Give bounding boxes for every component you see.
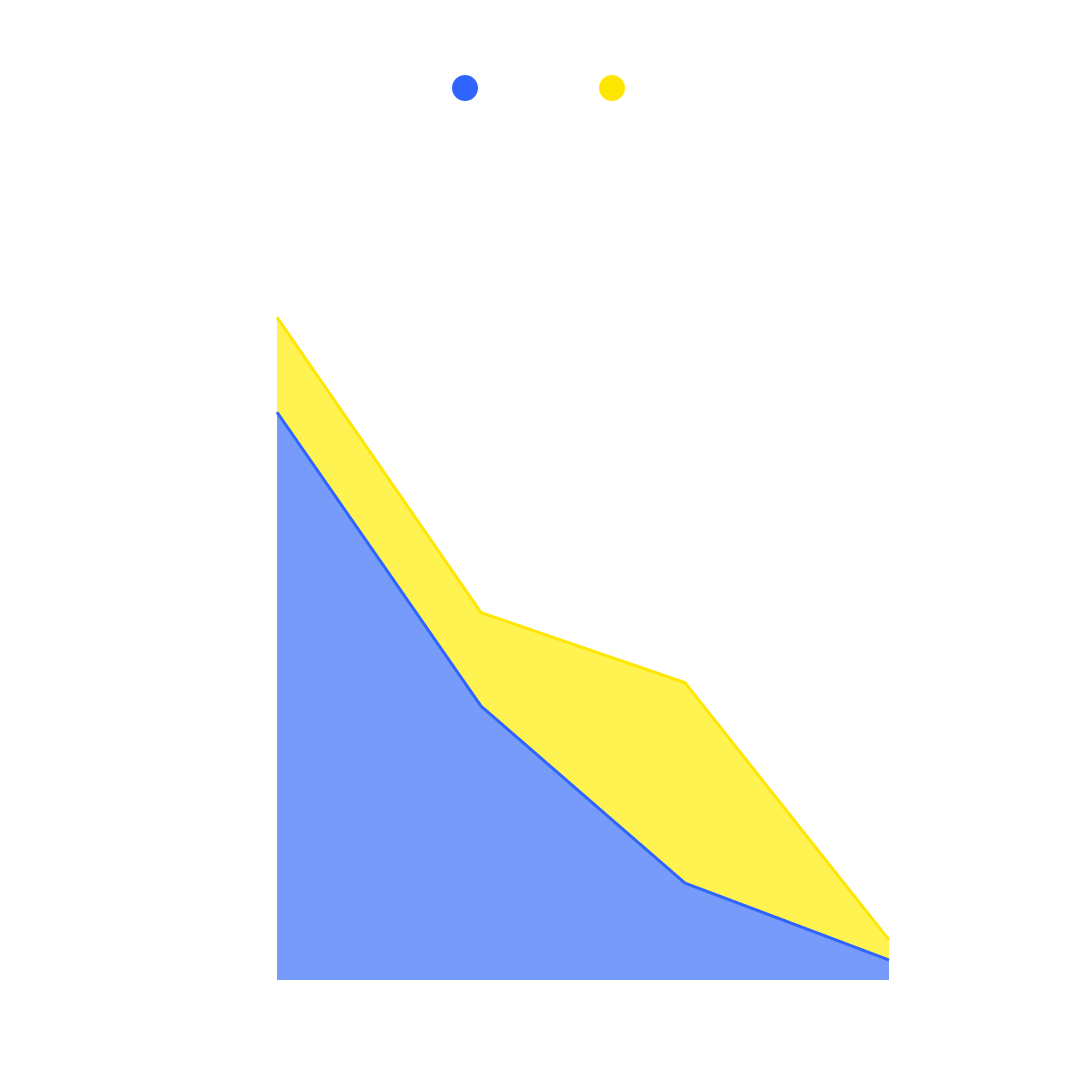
series-2-area	[277, 317, 889, 960]
legend	[452, 75, 625, 101]
legend-marker-series-2[interactable]	[599, 75, 625, 101]
plot-area	[275, 316, 891, 980]
series-1-line	[275, 411, 890, 962]
legend-marker-series-1[interactable]	[452, 75, 478, 101]
series-2-line	[275, 316, 891, 941]
series-1-area-texture	[277, 412, 889, 980]
